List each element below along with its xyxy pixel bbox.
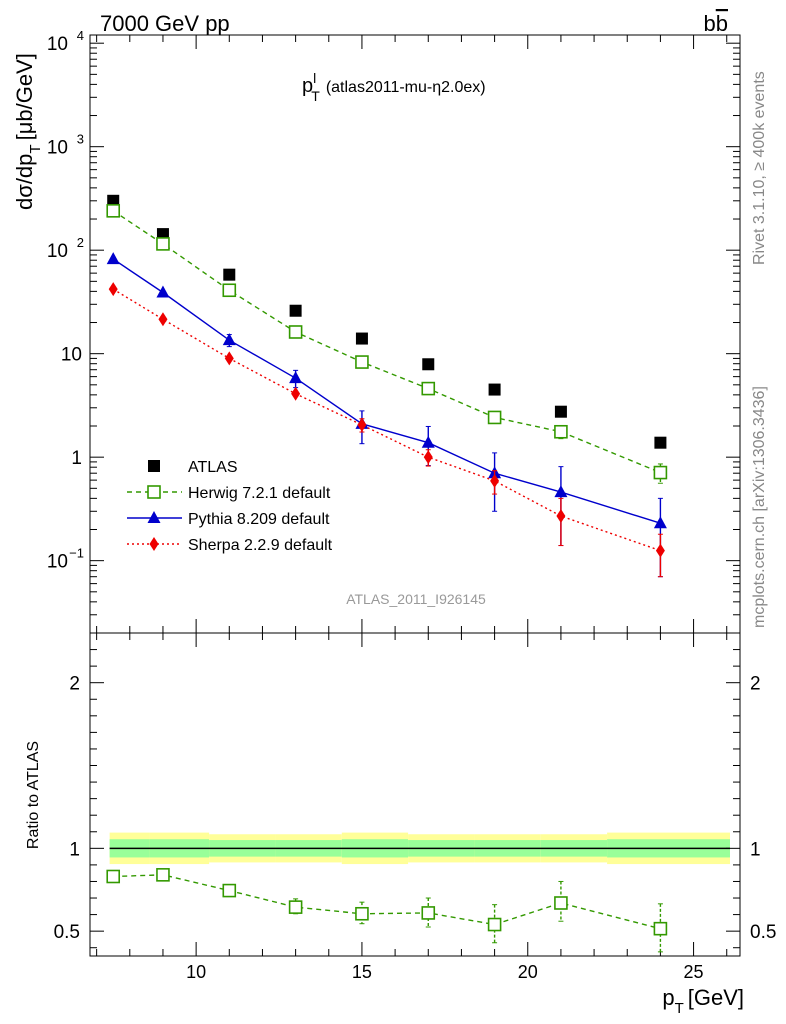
data-point bbox=[148, 460, 160, 472]
y-tick-label: 10 bbox=[47, 34, 68, 55]
legend-label: Pythia 8.209 default bbox=[188, 511, 330, 528]
plot-title: pl T (atlas2011-mu-η2.0ex) bbox=[302, 70, 486, 104]
data-point bbox=[223, 268, 236, 281]
data-point bbox=[487, 917, 502, 932]
y-tick-label-right: 1 bbox=[750, 839, 761, 860]
legend-item: Sherpa 2.2.9 default bbox=[127, 537, 333, 554]
legend-item: ATLAS bbox=[148, 459, 238, 476]
data-point bbox=[355, 906, 369, 921]
data-point bbox=[224, 351, 234, 366]
data-point bbox=[355, 332, 368, 345]
series-pythia bbox=[106, 252, 667, 578]
data-point bbox=[156, 237, 170, 251]
data-point bbox=[291, 386, 301, 401]
data-point bbox=[156, 285, 170, 298]
mcplots-label: mcplots.cern.ch [arXiv:1306.3436] bbox=[751, 386, 768, 628]
series-line bbox=[112, 258, 661, 524]
data-point bbox=[654, 436, 667, 449]
data-point bbox=[289, 304, 302, 317]
data-point bbox=[554, 405, 567, 418]
header-process: 7000 GeV pp bbox=[100, 11, 230, 36]
legend-label: Sherpa 2.2.9 default bbox=[188, 537, 333, 554]
data-point bbox=[488, 383, 501, 396]
y-tick-label-right: 0.5 bbox=[750, 922, 776, 943]
data-point bbox=[108, 282, 118, 297]
data-point bbox=[421, 435, 435, 448]
y-tick-label: 0.5 bbox=[54, 922, 80, 943]
data-point bbox=[288, 325, 303, 339]
data-point bbox=[107, 194, 120, 207]
data-point bbox=[490, 473, 500, 488]
series-herwig bbox=[106, 204, 668, 484]
data-point bbox=[147, 485, 161, 499]
y-tick-exponent: 2 bbox=[77, 235, 84, 250]
y-tick-label-right: 2 bbox=[750, 674, 761, 695]
data-point bbox=[357, 417, 367, 432]
main-y-axis-label: dσ/dpT[μb/GeV] bbox=[12, 53, 44, 210]
rivet-label: Rivet 3.1.10, ≥ 400k events bbox=[751, 71, 768, 265]
ratio-y-axis-label: Ratio to ATLAS bbox=[25, 741, 42, 849]
data-point bbox=[222, 883, 237, 898]
data-point bbox=[653, 465, 668, 480]
data-point bbox=[423, 450, 433, 465]
data-point bbox=[421, 381, 436, 396]
data-point bbox=[422, 358, 435, 371]
data-point bbox=[106, 252, 120, 265]
x-axis-label: pT [GeV] bbox=[662, 985, 744, 1017]
data-point bbox=[156, 868, 170, 882]
series-sherpa bbox=[108, 282, 665, 578]
y-tick-label: 10 bbox=[47, 241, 68, 262]
data-point bbox=[653, 516, 667, 529]
x-tick-label: 10 bbox=[186, 962, 206, 982]
data-point bbox=[289, 371, 303, 384]
header-final-state: bb bbox=[704, 11, 729, 36]
data-point bbox=[149, 537, 159, 551]
data-point bbox=[288, 900, 303, 914]
x-tick-label: 20 bbox=[518, 962, 538, 982]
data-point bbox=[421, 906, 436, 920]
y-tick-exponent: 4 bbox=[77, 28, 84, 43]
series-line bbox=[112, 210, 661, 474]
analysis-watermark: ATLAS_2011_I926145 bbox=[346, 591, 486, 607]
data-point bbox=[655, 543, 665, 558]
series-line bbox=[113, 874, 661, 930]
data-point bbox=[487, 410, 502, 425]
data-point bbox=[556, 509, 566, 524]
data-point bbox=[554, 424, 568, 439]
legend: ATLAS Herwig 7.2.1 default Pythia 8.209 de… bbox=[127, 459, 333, 554]
ratio-plot-frame bbox=[89, 632, 741, 957]
ratio-plot-ticks: 10 15 20 25 0.5 0.5 1 1 2 2 bbox=[54, 633, 776, 982]
data-point bbox=[554, 485, 568, 498]
ratio-uncertainty-bands bbox=[109, 832, 730, 865]
x-tick-label: 15 bbox=[352, 962, 372, 982]
legend-label: ATLAS bbox=[188, 459, 238, 476]
data-point bbox=[554, 896, 568, 910]
legend-item: Herwig 7.2.1 default bbox=[127, 485, 331, 502]
x-tick-label: 25 bbox=[684, 962, 704, 982]
y-tick-label: 10 bbox=[47, 552, 68, 573]
data-point bbox=[355, 355, 369, 369]
data-point bbox=[653, 921, 668, 936]
data-point bbox=[222, 333, 236, 346]
series-herwig bbox=[106, 868, 668, 953]
data-point bbox=[106, 204, 121, 218]
data-point bbox=[222, 283, 237, 298]
ratio-plot-series bbox=[106, 868, 668, 953]
y-tick-label: 2 bbox=[69, 674, 80, 695]
series-atlas bbox=[107, 194, 667, 449]
main-plot-series bbox=[106, 194, 668, 578]
data-point bbox=[158, 312, 168, 327]
y-tick-label: 10 bbox=[47, 138, 68, 159]
data-point bbox=[147, 511, 161, 523]
y-tick-label: 1 bbox=[69, 839, 80, 860]
y-tick-exponent: −1 bbox=[69, 546, 84, 561]
y-tick-exponent: 3 bbox=[77, 132, 84, 147]
legend-label: Herwig 7.2.1 default bbox=[188, 485, 331, 502]
legend-item: Pythia 8.209 default bbox=[127, 511, 330, 528]
y-tick-label: 1 bbox=[71, 448, 82, 469]
y-tick-label: 10 bbox=[61, 345, 82, 366]
data-point bbox=[106, 869, 121, 884]
